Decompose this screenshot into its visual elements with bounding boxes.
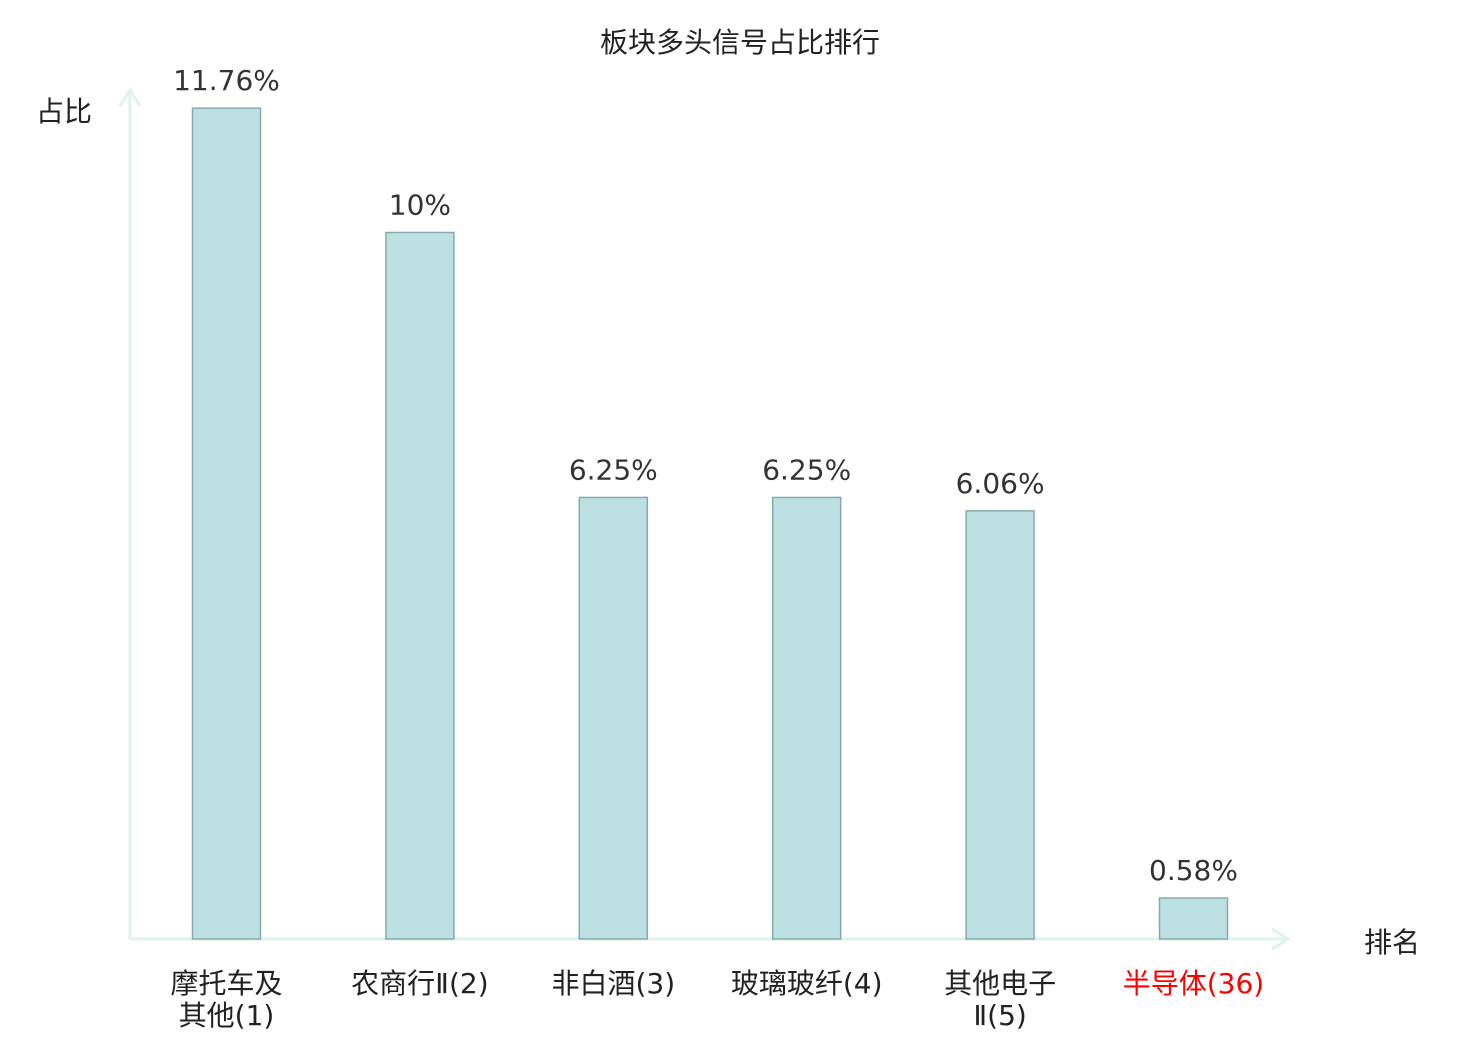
bar	[578, 496, 649, 940]
data-label: 6.06%	[956, 467, 1045, 500]
data-label: 11.76%	[173, 64, 280, 97]
x-axis-label: 排名	[1364, 926, 1420, 959]
x-axis-arrow-icon	[1271, 927, 1291, 951]
bar	[1158, 897, 1229, 940]
x-tick-label: 半导体(36)	[1123, 967, 1264, 1000]
bar	[191, 107, 262, 940]
bar	[965, 510, 1035, 940]
bars: 11.76% 摩托车及其他(1) 10% 农商行Ⅱ(2) 6.25% 非白酒(3) 6.25…	[170, 64, 1264, 1032]
y-axis-arrow-icon	[118, 87, 142, 107]
x-tick-label: 其他电子 Ⅱ(5)	[944, 967, 1056, 1032]
x-tick-label: 玻璃玻纤(4)	[731, 967, 883, 1000]
data-label: 10%	[389, 189, 451, 222]
bar	[771, 496, 842, 940]
bar	[385, 231, 455, 940]
x-tick-label: 农商行Ⅱ(2)	[351, 967, 488, 1000]
data-label: 0.58%	[1149, 854, 1238, 887]
axes	[118, 87, 1291, 951]
chart-title: 板块多头信号占比排行	[600, 26, 880, 59]
y-axis-label: 占比	[36, 95, 92, 128]
data-label: 6.25%	[762, 453, 851, 486]
x-tick-label: 摩托车及其他(1)	[170, 967, 282, 1032]
data-label: 6.25%	[569, 453, 658, 486]
x-tick-label: 非白酒(3)	[551, 967, 675, 1000]
